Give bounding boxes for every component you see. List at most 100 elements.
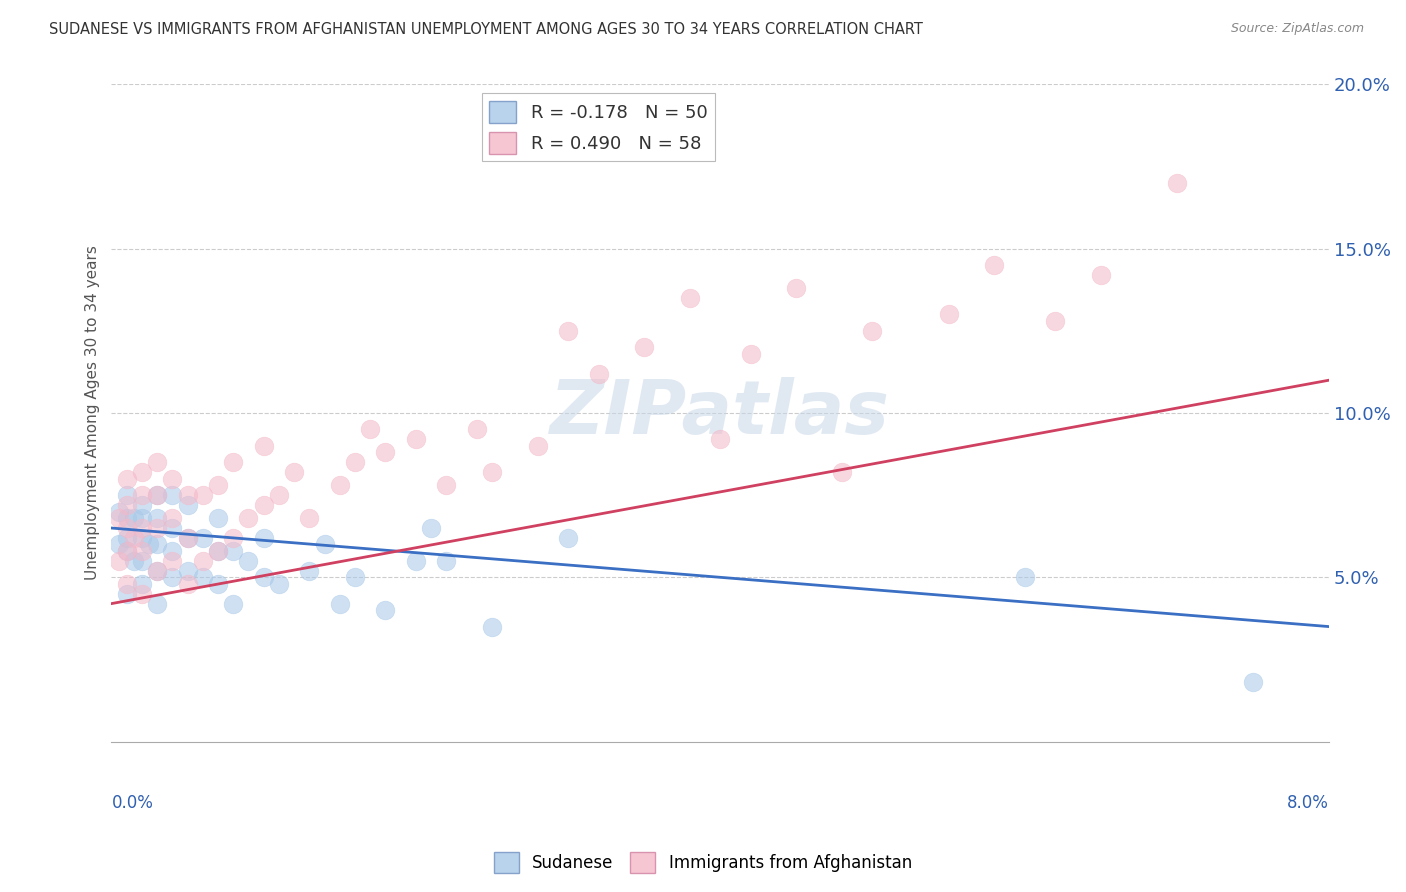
Point xyxy=(146,564,169,578)
Point xyxy=(131,531,153,545)
Point xyxy=(314,537,336,551)
Point xyxy=(162,472,184,486)
Point xyxy=(115,544,138,558)
Point xyxy=(191,488,214,502)
Point xyxy=(405,433,427,447)
Point xyxy=(191,554,214,568)
Point xyxy=(253,498,276,512)
Point xyxy=(108,554,131,568)
Point xyxy=(115,488,138,502)
Point xyxy=(115,544,138,558)
Point xyxy=(343,570,366,584)
Point xyxy=(481,465,503,479)
Point xyxy=(162,570,184,584)
Point xyxy=(176,531,198,545)
Text: ZIPatlas: ZIPatlas xyxy=(550,376,890,450)
Point xyxy=(207,544,229,558)
Point xyxy=(1043,314,1066,328)
Point xyxy=(222,597,245,611)
Legend: R = -0.178   N = 50, R = 0.490   N = 58: R = -0.178 N = 50, R = 0.490 N = 58 xyxy=(482,94,714,161)
Point xyxy=(740,347,762,361)
Point xyxy=(146,537,169,551)
Point xyxy=(146,488,169,502)
Point xyxy=(146,455,169,469)
Point xyxy=(374,445,396,459)
Point xyxy=(146,564,169,578)
Point xyxy=(831,465,853,479)
Point xyxy=(108,505,131,519)
Point xyxy=(176,531,198,545)
Point xyxy=(162,544,184,558)
Text: 8.0%: 8.0% xyxy=(1288,794,1329,813)
Point xyxy=(131,465,153,479)
Point xyxy=(633,340,655,354)
Point xyxy=(131,587,153,601)
Point xyxy=(131,498,153,512)
Point xyxy=(588,367,610,381)
Point xyxy=(298,511,321,525)
Point xyxy=(131,544,153,558)
Point xyxy=(222,455,245,469)
Point xyxy=(131,554,153,568)
Point xyxy=(131,511,153,525)
Point xyxy=(191,570,214,584)
Point xyxy=(108,537,131,551)
Text: 0.0%: 0.0% xyxy=(111,794,153,813)
Point xyxy=(122,511,145,525)
Point xyxy=(481,619,503,633)
Point xyxy=(329,478,352,492)
Point xyxy=(162,521,184,535)
Point xyxy=(557,324,579,338)
Point xyxy=(1241,675,1264,690)
Point xyxy=(283,465,305,479)
Point xyxy=(983,258,1005,272)
Point xyxy=(162,511,184,525)
Point xyxy=(253,531,276,545)
Point xyxy=(207,511,229,525)
Point xyxy=(115,577,138,591)
Point xyxy=(222,531,245,545)
Point xyxy=(146,488,169,502)
Point xyxy=(108,511,131,525)
Point xyxy=(131,521,153,535)
Point xyxy=(343,455,366,469)
Point xyxy=(207,478,229,492)
Point xyxy=(253,570,276,584)
Point xyxy=(374,603,396,617)
Legend: Sudanese, Immigrants from Afghanistan: Sudanese, Immigrants from Afghanistan xyxy=(488,846,918,880)
Point xyxy=(405,554,427,568)
Point xyxy=(207,577,229,591)
Point xyxy=(679,291,702,305)
Point xyxy=(146,521,169,535)
Point xyxy=(115,472,138,486)
Point xyxy=(115,587,138,601)
Point xyxy=(1090,268,1112,282)
Point xyxy=(131,577,153,591)
Point xyxy=(131,488,153,502)
Point xyxy=(176,488,198,502)
Point xyxy=(862,324,884,338)
Point xyxy=(176,577,198,591)
Text: Source: ZipAtlas.com: Source: ZipAtlas.com xyxy=(1230,22,1364,36)
Point xyxy=(267,488,290,502)
Point xyxy=(785,281,807,295)
Point xyxy=(938,308,960,322)
Point xyxy=(1166,176,1188,190)
Point xyxy=(238,554,260,568)
Point xyxy=(1014,570,1036,584)
Point xyxy=(146,597,169,611)
Point xyxy=(115,511,138,525)
Point xyxy=(115,498,138,512)
Point xyxy=(238,511,260,525)
Point xyxy=(191,531,214,545)
Point xyxy=(146,511,169,525)
Point xyxy=(526,439,548,453)
Point xyxy=(329,597,352,611)
Point xyxy=(115,521,138,535)
Point xyxy=(359,422,381,436)
Y-axis label: Unemployment Among Ages 30 to 34 years: Unemployment Among Ages 30 to 34 years xyxy=(86,245,100,581)
Point xyxy=(434,554,457,568)
Text: SUDANESE VS IMMIGRANTS FROM AFGHANISTAN UNEMPLOYMENT AMONG AGES 30 TO 34 YEARS C: SUDANESE VS IMMIGRANTS FROM AFGHANISTAN … xyxy=(49,22,924,37)
Point xyxy=(465,422,488,436)
Point xyxy=(122,531,145,545)
